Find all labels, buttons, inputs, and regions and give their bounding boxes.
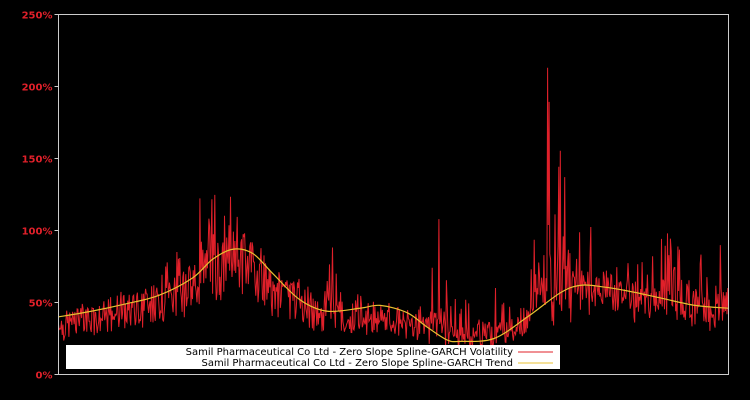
legend-label-volatility: Samil Pharmaceutical Co Ltd - Zero Slope… bbox=[186, 347, 513, 358]
legend-label-trend: Samil Pharmaceutical Co Ltd - Zero Slope… bbox=[201, 358, 513, 369]
volatility-line bbox=[58, 67, 729, 349]
y-axis: 0% 50% 100% 150% 200% 250% bbox=[22, 11, 59, 382]
legend: Samil Pharmaceutical Co Ltd - Zero Slope… bbox=[66, 345, 560, 369]
trend-line bbox=[58, 248, 729, 343]
series-layer bbox=[58, 67, 729, 349]
plot-frame bbox=[58, 14, 729, 375]
y-tick-label: 150% bbox=[22, 155, 53, 166]
y-tick-label: 0% bbox=[36, 371, 53, 382]
legend-box bbox=[66, 345, 560, 369]
y-tick-label: 100% bbox=[22, 227, 53, 238]
y-tick-label: 250% bbox=[22, 11, 53, 22]
y-tick-label: 200% bbox=[22, 83, 53, 94]
y-tick-label: 50% bbox=[29, 299, 53, 310]
